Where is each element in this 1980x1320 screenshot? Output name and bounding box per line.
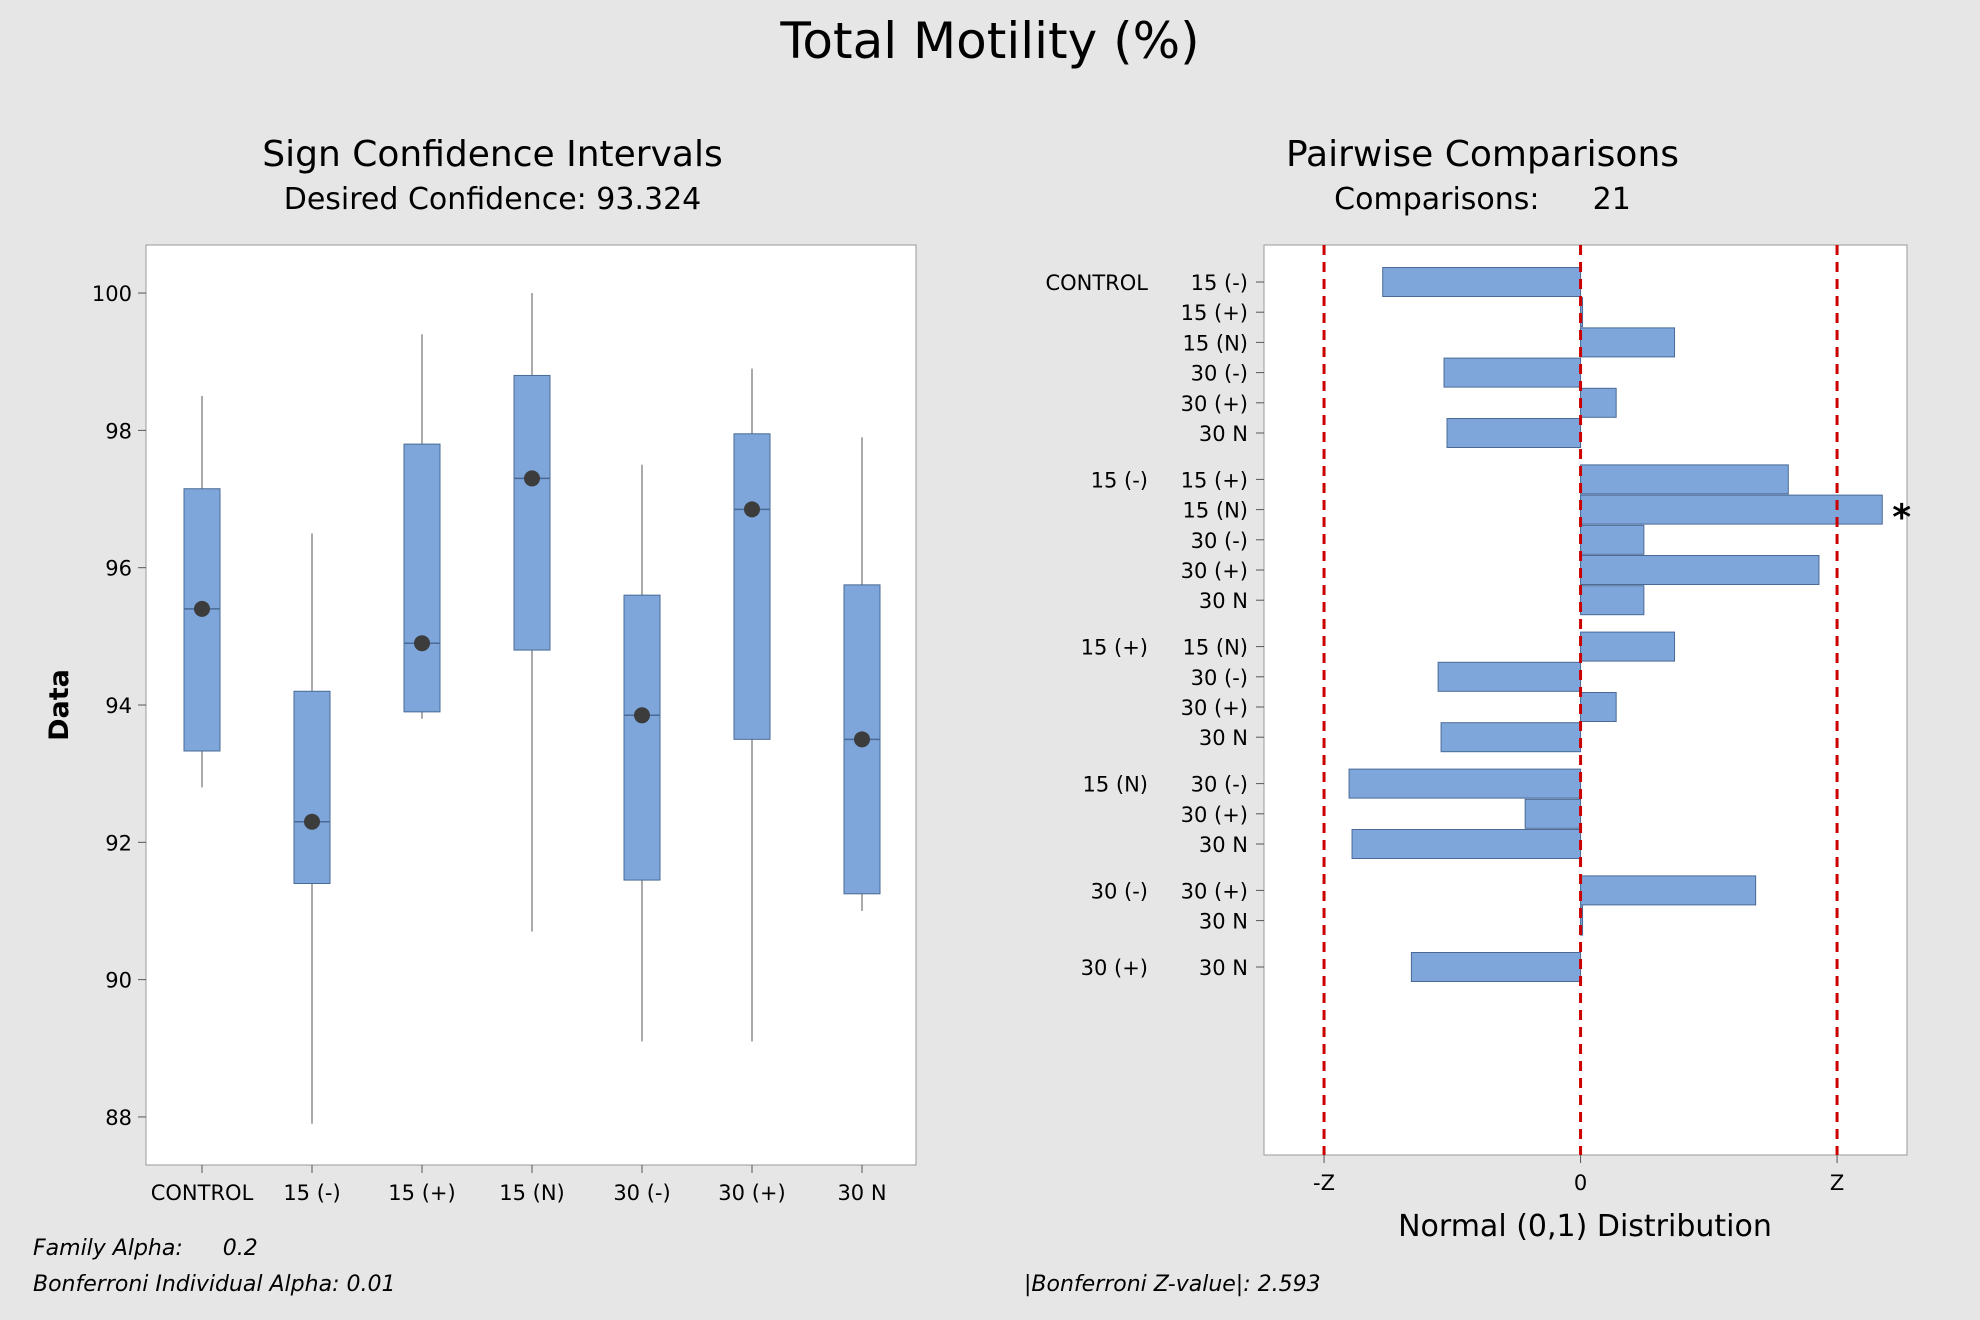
group-label: 30 (-)	[1091, 879, 1148, 903]
comparison-label: 30 (+)	[1181, 879, 1248, 903]
comparison-bar	[1351, 829, 1582, 859]
comparison-label: 30 (+)	[1181, 696, 1248, 720]
comparison-bar	[1580, 631, 1676, 662]
ci-box	[183, 488, 221, 752]
median-dot	[634, 707, 650, 724]
median-dot	[414, 635, 430, 652]
comparison-bar	[1580, 494, 1883, 525]
x-axis-label: Normal (0,1) Distribution	[1398, 1209, 1772, 1244]
group-label: CONTROL	[1045, 271, 1148, 295]
comparison-bar	[1410, 952, 1582, 982]
comparison-bar	[1580, 875, 1757, 906]
group-label: 15 (-)	[1091, 468, 1148, 492]
comparison-label: 30 (+)	[1181, 803, 1248, 827]
comparison-bar	[1437, 661, 1582, 692]
comparison-bar	[1580, 905, 1584, 936]
comparison-label: 30 N	[1199, 910, 1248, 934]
group-label: 15 (+)	[1081, 636, 1148, 660]
y-axis-label: Data	[44, 669, 75, 741]
comparison-bar	[1580, 327, 1676, 358]
right-panel-title: Pairwise Comparisons	[1285, 134, 1680, 175]
comparison-bar	[1382, 267, 1582, 297]
family-alpha-note: Family Alpha: 0.2	[33, 1236, 258, 1261]
comparison-label: 30 N	[1199, 422, 1248, 446]
comparison-label: 30 (-)	[1191, 529, 1248, 553]
comparison-label: 30 (+)	[1181, 559, 1248, 583]
y-tick-label: 98	[105, 419, 132, 443]
page-title: Total Motility (%)	[780, 12, 1200, 70]
median-dot	[744, 501, 760, 518]
comparison-label: 30 (-)	[1191, 773, 1248, 797]
group-label: 30 (+)	[1081, 956, 1148, 980]
pairwise-comparisons-chart: CONTROL 15 (-) 15 (+) 15 (N) 30 (-) 30 (+) 30 …	[1045, 244, 1911, 1244]
x-tick-label: 0	[1574, 1171, 1587, 1195]
comparison-label: 30 N	[1199, 726, 1248, 750]
comparisons-value: 21	[1592, 182, 1631, 217]
comparison-bar	[1580, 524, 1645, 555]
comparison-bar	[1580, 692, 1617, 722]
comparison-label: 15 (N)	[1183, 636, 1249, 660]
median-dot	[524, 470, 540, 487]
x-tick-label: 30 (+)	[718, 1181, 785, 1205]
x-tick-label: 30 N	[837, 1181, 886, 1205]
left-panel-title: Sign Confidence Intervals	[262, 134, 723, 175]
bonferroni-z-note: |Bonferroni Z-value|: 2.593	[1024, 1272, 1321, 1297]
ci-box	[513, 374, 551, 651]
sign-ci-chart: 88 90 92 94 96 98 100 Data CONTROL 15 (-) 15 (+) 15…	[44, 244, 917, 1205]
comparison-bar	[1580, 464, 1789, 495]
x-tick-label: 15 (N)	[499, 1181, 565, 1205]
left-panel-subtitle: Desired Confidence: 93.324	[283, 182, 702, 217]
comparison-bar	[1348, 768, 1582, 799]
family-alpha-label: Family Alpha:	[33, 1236, 183, 1261]
comparison-bar	[1443, 357, 1582, 388]
comparisons-label: Comparisons:	[1334, 182, 1540, 217]
comparison-bar	[1580, 585, 1645, 616]
comparison-label: 15 (+)	[1181, 468, 1248, 492]
family-alpha-value: 0.2	[222, 1236, 258, 1261]
comparison-label: 15 (+)	[1181, 301, 1248, 325]
x-tick-label: CONTROL	[151, 1181, 254, 1205]
median-dot	[194, 600, 210, 617]
comparison-label: 15 (-)	[1191, 271, 1248, 295]
significance-marker: *	[1892, 498, 1911, 539]
y-tick-label: 94	[105, 694, 132, 718]
x-tick-label: 15 (+)	[388, 1181, 455, 1205]
comparison-bar	[1446, 418, 1582, 448]
x-tick-label: Z	[1830, 1171, 1844, 1195]
y-tick-label: 100	[92, 282, 132, 306]
comparison-label: 30 (-)	[1191, 362, 1248, 386]
x-tick-label: 30 (-)	[613, 1181, 670, 1205]
ci-box	[733, 433, 771, 740]
median-dot	[854, 731, 870, 748]
ci-box	[403, 443, 441, 713]
bonferroni-alpha-note: Bonferroni Individual Alpha: 0.01	[33, 1272, 396, 1297]
median-dot	[304, 813, 320, 830]
comparison-label: 15 (N)	[1183, 331, 1249, 355]
x-tick-label: 15 (-)	[283, 1181, 340, 1205]
ci-box	[293, 690, 331, 885]
y-tick-label: 92	[105, 831, 132, 855]
x-tick-label: -Z	[1313, 1171, 1335, 1195]
comparison-label: 30 (-)	[1191, 666, 1248, 690]
comparison-label: 30 (+)	[1181, 392, 1248, 416]
comparison-label: 15 (N)	[1183, 499, 1249, 523]
comparison-bar	[1580, 555, 1820, 585]
comparison-label: 30 N	[1199, 589, 1248, 613]
group-label: 15 (N)	[1083, 773, 1149, 797]
comparison-bar	[1524, 798, 1582, 829]
y-tick-label: 88	[105, 1106, 132, 1130]
right-panel-subtitle: Comparisons: 21	[1200, 182, 1765, 217]
ci-box	[623, 594, 661, 881]
y-tick-label: 90	[105, 969, 132, 993]
comparison-label: 30 N	[1199, 833, 1248, 857]
y-tick-label: 96	[105, 557, 132, 581]
comparison-label: 30 N	[1199, 956, 1248, 980]
comparison-bar	[1580, 387, 1617, 418]
comparison-bar	[1440, 722, 1582, 753]
